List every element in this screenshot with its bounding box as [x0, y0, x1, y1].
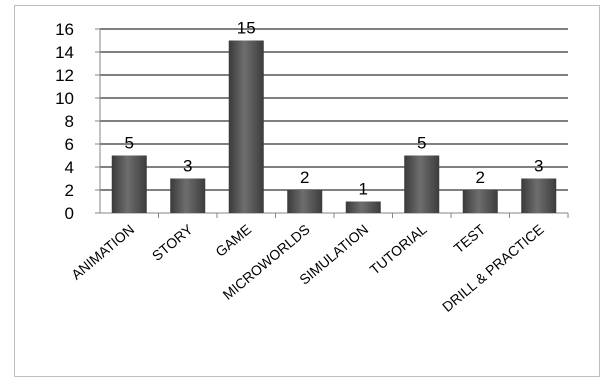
bar [521, 178, 557, 213]
data-label: 5 [125, 134, 134, 153]
data-label: 3 [534, 157, 543, 176]
x-tick-label: GAME [212, 221, 254, 260]
y-tick-label: 14 [55, 43, 74, 62]
y-tick-label: 4 [65, 158, 74, 177]
y-tick-label: 10 [55, 89, 74, 108]
data-label: 2 [476, 168, 485, 187]
chart-frame [14, 5, 600, 377]
y-tick-label: 8 [65, 112, 74, 131]
x-tick-label: ANIMATION [68, 221, 137, 283]
data-label: 1 [359, 180, 368, 199]
x-tick-label: TUTORIAL [367, 221, 430, 278]
data-label: 5 [417, 134, 426, 153]
y-tick-label: 6 [65, 135, 74, 154]
data-label: 15 [237, 19, 256, 38]
bars [111, 40, 557, 213]
y-tick-label: 0 [65, 204, 74, 223]
bar [404, 155, 440, 213]
x-tick-label: STORY [149, 221, 196, 264]
bar [170, 178, 206, 213]
bar [462, 190, 498, 213]
bar [228, 40, 264, 213]
data-label: 2 [300, 168, 309, 187]
y-tick-label: 16 [55, 20, 74, 39]
x-tick-label: TEST [450, 221, 488, 257]
x-tick-label: DRILL & PRACTICE [439, 221, 547, 315]
bar [345, 201, 381, 213]
x-tick-labels: ANIMATION STORY GAMEMICROWORLDSSIMULATIONT… [68, 221, 547, 315]
bar [111, 155, 147, 213]
y-tick-labels: 0 2 4 6 8 10 12 14 16 [55, 20, 74, 223]
data-label: 3 [183, 157, 192, 176]
y-tick-label: 2 [65, 181, 74, 200]
y-tick-label: 12 [55, 66, 74, 85]
gridlines [100, 28, 568, 191]
bar [287, 190, 323, 213]
